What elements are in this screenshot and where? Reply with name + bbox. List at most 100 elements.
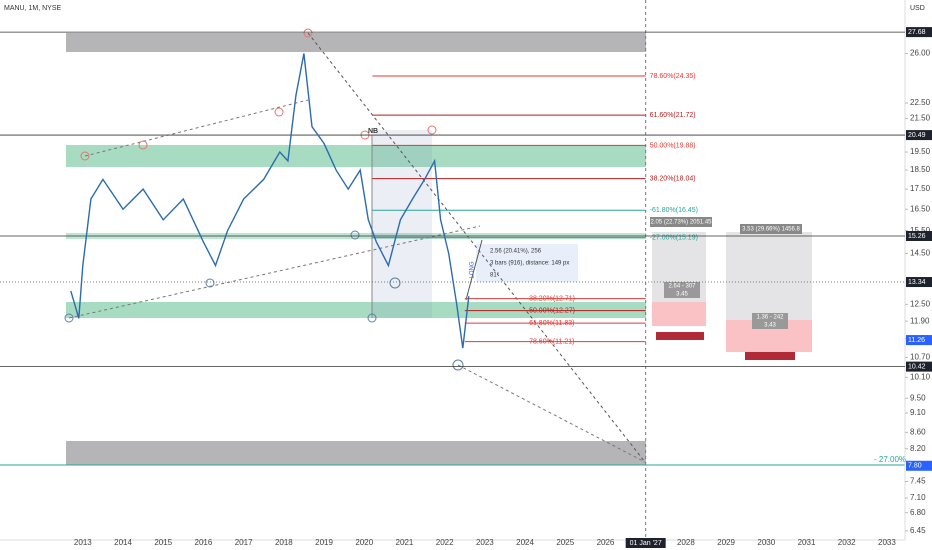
pivot <box>80 151 90 161</box>
position-text: 3.43 <box>764 323 776 329</box>
y-tick-label: 9.10 <box>910 408 926 417</box>
trendline <box>84 99 309 157</box>
price-label: 20.49 <box>908 132 926 139</box>
fib-label: 61.60%(21.72) <box>650 112 696 119</box>
crosshair-label-bg <box>625 538 666 548</box>
fib-label: 38.20%(12.71) <box>529 295 575 302</box>
trendline <box>307 32 646 463</box>
price-label: 27.68 <box>908 29 926 36</box>
symbol: MANU, 1M, NYSE <box>4 5 62 12</box>
zone <box>66 441 646 465</box>
current-price-bg <box>906 460 932 471</box>
price-label-bg <box>906 130 932 141</box>
y-tick-label: 10.70 <box>910 353 931 362</box>
y-tick-label: 21.50 <box>910 114 931 123</box>
trendline <box>457 364 646 463</box>
x-tick-label: 2030 <box>757 538 775 547</box>
pivot <box>452 359 464 371</box>
fib-label: 61.80%(11.83) <box>529 320 574 327</box>
y-tick-label: 11.90 <box>910 316 930 325</box>
note: LONG <box>470 261 476 278</box>
y-tick-label: 19.50 <box>910 147 931 156</box>
y-tick-label: 18.50 <box>910 165 931 174</box>
y-tick-label: 22.50 <box>910 98 931 107</box>
x-tick-label: 2032 <box>838 538 856 547</box>
pivot <box>427 125 437 135</box>
fib-label: 78.60%(11.21) <box>529 338 574 345</box>
fib-label: -61.80%(16.45) <box>650 207 698 214</box>
measure-box <box>476 244 578 282</box>
x-tick-label: 2015 <box>154 538 172 547</box>
pivot <box>205 278 215 288</box>
price-line-series <box>70 53 470 349</box>
note: - 27.00% <box>874 455 906 464</box>
y-tick-label: 14.50 <box>910 249 931 258</box>
x-tick-label: 2014 <box>114 538 132 547</box>
x-tick-label: 2021 <box>396 538 414 547</box>
currency: USD <box>910 5 925 12</box>
position-label <box>650 217 712 227</box>
trendline <box>68 225 481 319</box>
position-label <box>745 352 795 360</box>
y-tick-label: 8.20 <box>910 444 926 453</box>
position-profit <box>726 232 812 320</box>
range-box <box>372 130 432 318</box>
x-tick-label: 2019 <box>315 538 333 547</box>
measure-text: 3 bars (916), distance: 149 px <box>490 261 569 267</box>
measure-text: 81° <box>490 273 500 279</box>
y-tick-label: 16.50 <box>910 204 931 213</box>
x-tick-label: 2017 <box>235 538 253 547</box>
x-tick-label: 2029 <box>717 538 735 547</box>
current-price-bg <box>906 335 932 346</box>
price-label: 15.26 <box>908 233 926 240</box>
measure-arrow <box>465 239 483 301</box>
x-tick-label: 2031 <box>798 538 816 547</box>
position-loss <box>652 302 706 326</box>
y-tick-label: 7.45 <box>910 477 926 486</box>
y-tick-label: 10.10 <box>910 372 931 381</box>
position-text: 1.36 - 242 <box>756 315 784 321</box>
y-tick-label: 9.50 <box>910 393 926 402</box>
crosshair-label: 01 Jan '27 <box>630 540 662 547</box>
pivot <box>138 140 148 150</box>
position-label <box>752 313 788 329</box>
price-label: 13.34 <box>908 279 926 286</box>
fib-label: 50.00%(12.27) <box>529 308 575 315</box>
current-price-label: 7.80 <box>908 463 922 470</box>
pivot <box>367 313 377 323</box>
position-text: 3.45 <box>676 292 688 298</box>
x-tick-label: 2016 <box>195 538 213 547</box>
zone <box>66 145 646 167</box>
x-tick-label: 2026 <box>597 538 615 547</box>
zone <box>66 302 646 318</box>
pivot <box>389 277 401 289</box>
y-tick-label: 15.50 <box>910 226 931 235</box>
price-label-bg <box>906 277 932 288</box>
y-tick-label: 17.50 <box>910 184 931 193</box>
fib-label: 50.00%(19.88) <box>650 142 696 149</box>
pivot <box>274 107 284 117</box>
position-text: 2.64 - 307 <box>668 284 696 290</box>
y-tick-label: 12.50 <box>910 299 931 308</box>
y-tick-label: 8.60 <box>910 427 926 436</box>
x-tick-label: 2023 <box>476 538 494 547</box>
x-tick-label: 2022 <box>436 538 454 547</box>
price-label-bg <box>906 361 932 372</box>
pivot <box>64 313 74 323</box>
position-label <box>656 332 704 340</box>
y-tick-label: 6.80 <box>910 508 926 517</box>
x-tick-label: 2028 <box>677 538 695 547</box>
x-tick-label: 2033 <box>878 538 896 547</box>
pivot <box>303 28 313 38</box>
price-label-bg <box>906 27 932 38</box>
x-tick-label: 2020 <box>355 538 373 547</box>
position-text: 2.05 (22.73%) 2051.45 <box>650 220 712 226</box>
x-tick-label: 2013 <box>74 538 92 547</box>
zone <box>66 33 646 52</box>
price-label: 10.42 <box>908 363 926 370</box>
position-label <box>664 282 700 298</box>
position-label <box>740 224 802 234</box>
x-tick-label: 2025 <box>556 538 574 547</box>
current-price-label: 11.26 <box>908 337 925 344</box>
